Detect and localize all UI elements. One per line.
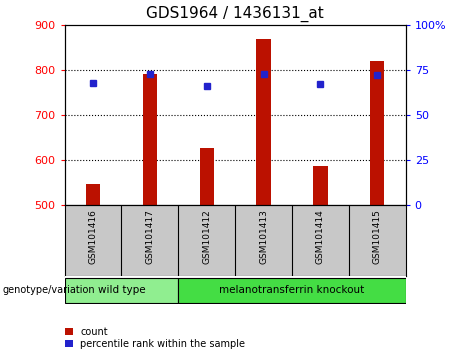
Bar <box>313 166 327 205</box>
Legend: count, percentile rank within the sample: count, percentile rank within the sample <box>65 327 245 349</box>
Bar <box>178 278 406 303</box>
Bar <box>256 39 271 205</box>
Text: GSM101412: GSM101412 <box>202 209 211 264</box>
Text: GSM101417: GSM101417 <box>145 209 154 264</box>
Title: GDS1964 / 1436131_at: GDS1964 / 1436131_at <box>146 6 324 22</box>
Bar <box>143 74 157 205</box>
Text: GSM101415: GSM101415 <box>373 209 382 264</box>
Text: GSM101414: GSM101414 <box>316 209 325 264</box>
Text: GSM101416: GSM101416 <box>89 209 97 264</box>
Text: genotype/variation: genotype/variation <box>2 285 95 295</box>
Bar <box>200 148 214 205</box>
Bar <box>370 61 384 205</box>
Bar <box>86 184 100 205</box>
Bar <box>65 278 178 303</box>
Text: melanotransferrin knockout: melanotransferrin knockout <box>219 285 365 295</box>
Text: wild type: wild type <box>98 285 145 295</box>
Text: GSM101413: GSM101413 <box>259 209 268 264</box>
